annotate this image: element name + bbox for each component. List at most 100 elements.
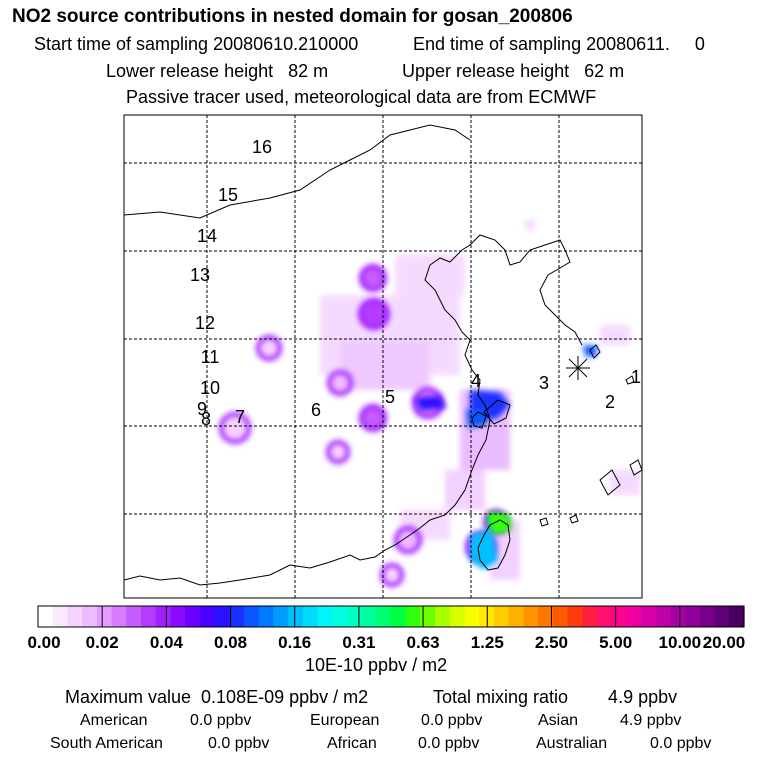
colorbar-cell bbox=[552, 606, 569, 627]
colorbar-cell bbox=[258, 606, 274, 627]
colorbar-tick-label: 1.25 bbox=[471, 633, 504, 652]
colorbar-cell bbox=[435, 606, 451, 627]
plume-core bbox=[363, 408, 383, 428]
region-label: 3 bbox=[539, 373, 549, 393]
haze-patch bbox=[525, 220, 535, 230]
region-label: 9 bbox=[197, 399, 207, 419]
colorbar-cell bbox=[420, 606, 436, 627]
plume-core bbox=[223, 416, 247, 440]
region-label: 16 bbox=[252, 137, 272, 157]
jeju-outline bbox=[589, 344, 601, 359]
colorbar-cell bbox=[140, 606, 157, 627]
colorbar-cell bbox=[273, 606, 289, 627]
region-label: 12 bbox=[195, 313, 215, 333]
colorbar-cell bbox=[523, 606, 539, 627]
tracer-note: Passive tracer used, meteorological data… bbox=[126, 87, 597, 107]
graticule bbox=[124, 115, 642, 598]
colorbar-cell bbox=[699, 606, 716, 627]
plume-core bbox=[398, 530, 418, 550]
colorbar-tick-label: 2.50 bbox=[535, 633, 568, 652]
start-sampling-text: Start time of sampling 20080610.210000 bbox=[34, 34, 359, 54]
colorbar-cell bbox=[567, 606, 583, 627]
colorbar-tick-label: 0.02 bbox=[86, 633, 119, 652]
plume-core bbox=[362, 302, 386, 326]
plume-core bbox=[363, 268, 383, 288]
region-label: 6 bbox=[311, 400, 321, 420]
lower-release-text: Lower release height 82 m bbox=[106, 61, 329, 81]
max-value-text: Maximum value 0.108E-09 ppbv / m2 bbox=[65, 687, 369, 707]
colorbar-tick-label: 10.00 bbox=[659, 633, 702, 652]
page-title: NO2 source contributions in nested domai… bbox=[12, 6, 573, 27]
colorbar-cell bbox=[243, 606, 260, 627]
colorbar-ticks: 0.00 0.02 0.04 0.08 0.16 0.31 0.63 1.25 2.50 5.00… bbox=[27, 606, 745, 652]
colorbar-cell bbox=[361, 606, 377, 627]
colorbar-cell bbox=[405, 606, 422, 627]
region-label: 13 bbox=[190, 265, 210, 285]
plume-shape bbox=[488, 512, 512, 535]
colorbar-cell bbox=[538, 606, 554, 627]
colorbar-cell bbox=[317, 606, 333, 627]
region-label: 11 bbox=[201, 347, 220, 367]
colorbar-cell bbox=[67, 606, 83, 627]
island-outline bbox=[569, 514, 579, 524]
region-label: 1 bbox=[631, 367, 641, 387]
plume-shape bbox=[470, 528, 498, 570]
colorbar-cell bbox=[655, 606, 672, 627]
colorbar-tick-label: 5.00 bbox=[599, 633, 632, 652]
colorbar-cell bbox=[38, 606, 54, 627]
contrib-label: European bbox=[310, 712, 380, 729]
colorbar-cell bbox=[376, 606, 392, 627]
colorbar-tick-label: 20.00 bbox=[703, 633, 746, 652]
contrib-label: Asian bbox=[538, 712, 579, 729]
colorbar-cell bbox=[199, 606, 216, 627]
region-label: 10 bbox=[200, 378, 220, 398]
contour-outline bbox=[483, 399, 511, 425]
colorbar-cell bbox=[508, 606, 524, 627]
colorbar-cells bbox=[38, 606, 745, 627]
coastlines bbox=[124, 124, 642, 586]
colorbar-cell bbox=[82, 606, 98, 627]
colorbar-cell bbox=[391, 606, 407, 627]
coast-north bbox=[429, 234, 583, 346]
colorbar-cell bbox=[52, 606, 69, 627]
colorbar-tick-label: 0.00 bbox=[27, 633, 60, 652]
contrib-label: American bbox=[80, 712, 148, 729]
contrib-label: African bbox=[327, 735, 377, 752]
end-sampling-text: End time of sampling 20080611. 0 bbox=[413, 34, 705, 54]
haze-patch bbox=[600, 325, 630, 345]
region-label: 15 bbox=[218, 185, 238, 205]
contrib-value: 4.9 ppbv bbox=[620, 712, 682, 729]
plume-shape bbox=[415, 396, 446, 410]
colorbar-cell bbox=[729, 606, 745, 627]
colorbar-cell bbox=[302, 606, 319, 627]
contrib-label: South American bbox=[50, 735, 163, 752]
total-mixing-text: Total mixing ratio 4.9 ppbv bbox=[433, 687, 678, 707]
colorbar-cell bbox=[214, 606, 230, 627]
plume-core bbox=[330, 444, 346, 460]
region-label: 8 bbox=[201, 409, 211, 429]
colorbar-tick-label: 0.16 bbox=[278, 633, 311, 652]
colorbar-cell bbox=[493, 606, 510, 627]
contrib-value: 0.0 ppbv bbox=[650, 735, 712, 752]
colorbar-cell bbox=[229, 606, 245, 627]
region-label: 4 bbox=[471, 371, 481, 391]
island-outline bbox=[539, 517, 549, 527]
colorbar-cell bbox=[641, 606, 657, 627]
haze-patch bbox=[395, 255, 465, 295]
contrib-value: 0.0 ppbv bbox=[190, 712, 252, 729]
colorbar-cell bbox=[685, 606, 701, 627]
colorbar-cell bbox=[170, 606, 186, 627]
colorbar-cell bbox=[464, 606, 480, 627]
colorbar-cell bbox=[582, 606, 598, 627]
colorbar-cell bbox=[596, 606, 613, 627]
colorbar-cell bbox=[626, 606, 642, 627]
colorbar-cell bbox=[185, 606, 201, 627]
contrib-value: 0.0 ppbv bbox=[421, 712, 483, 729]
colorbar-cell bbox=[96, 606, 113, 627]
contrib-value: 0.0 ppbv bbox=[418, 735, 480, 752]
colorbar-cell bbox=[449, 606, 466, 627]
plume-core bbox=[331, 374, 349, 392]
haze-field bbox=[320, 220, 640, 580]
